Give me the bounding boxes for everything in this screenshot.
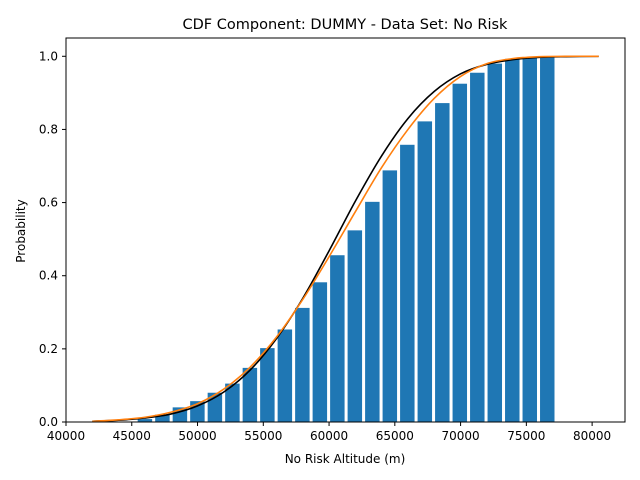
- bar: [470, 72, 485, 422]
- x-tick-label: 80000: [573, 429, 611, 443]
- chart-title: CDF Component: DUMMY - Data Set: No Risk: [183, 17, 509, 33]
- bar: [312, 282, 328, 422]
- x-tick-label: 70000: [441, 429, 479, 443]
- x-tick-label: 40000: [47, 429, 85, 443]
- bar: [505, 58, 520, 423]
- bar: [487, 63, 503, 422]
- axes-frame: [65, 37, 626, 423]
- bar: [347, 230, 363, 422]
- y-tick-label: 1.0: [39, 49, 58, 63]
- y-tick-label: 0.0: [39, 415, 58, 429]
- bar: [277, 329, 293, 422]
- bar: [382, 170, 398, 422]
- bar: [225, 383, 240, 422]
- x-tick-label: 65000: [376, 429, 414, 443]
- series-line-2: [92, 55, 599, 423]
- bar: [365, 201, 380, 422]
- bar: [155, 414, 170, 422]
- y-tick-label: 0.8: [39, 122, 58, 136]
- y-tick-label: 0.4: [39, 269, 58, 283]
- y-axis-label: Probability: [14, 199, 28, 262]
- bar: [522, 57, 538, 422]
- bar: [242, 367, 258, 422]
- bar: [190, 401, 205, 422]
- bar: [540, 56, 555, 423]
- bar: [435, 103, 450, 423]
- bar: [400, 144, 415, 422]
- bar: [452, 83, 468, 422]
- y-tick-label: 0.2: [39, 342, 58, 356]
- plot-area: 40000 45000 50000 55000 60000 65000 70000 75000…: [39, 37, 626, 443]
- series-line-1: [92, 55, 599, 423]
- bar: [295, 307, 310, 422]
- y-tick-label: 0.6: [39, 196, 58, 210]
- x-tick-label: 55000: [244, 429, 282, 443]
- bar: [417, 121, 433, 422]
- bar: [137, 419, 153, 422]
- x-tick-label: 60000: [310, 429, 348, 443]
- bar: [330, 255, 345, 422]
- x-tick-label: 50000: [178, 429, 216, 443]
- x-tick-label: 45000: [113, 429, 151, 443]
- x-tick-label: 75000: [507, 429, 545, 443]
- x-axis-label: No Risk Altitude (m): [285, 452, 406, 466]
- bar: [260, 348, 275, 422]
